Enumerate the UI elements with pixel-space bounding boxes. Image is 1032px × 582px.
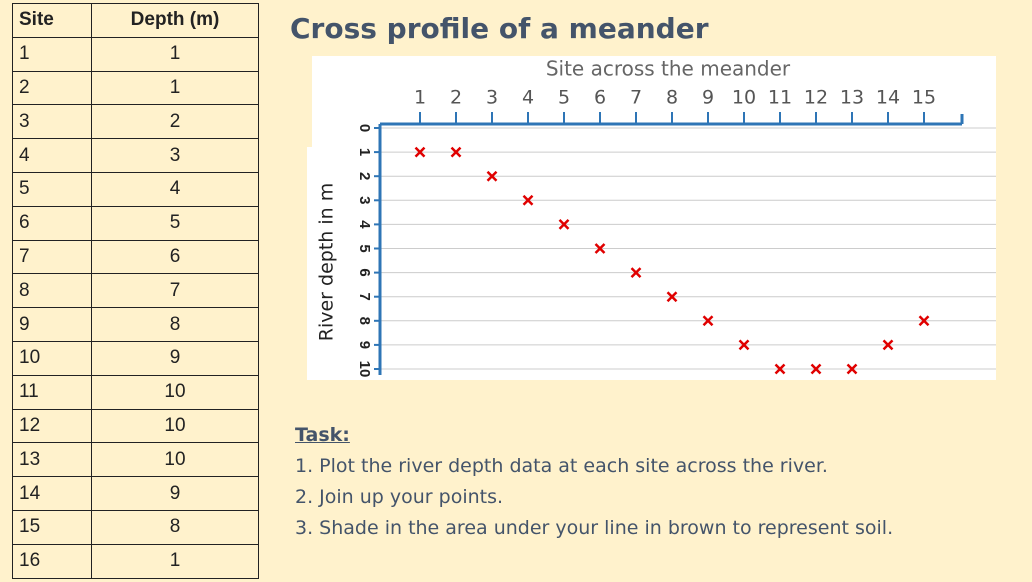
x-tick-label: 2 [450,87,462,109]
table-cell: 3 [12,104,92,140]
table-cell: 8 [91,509,259,545]
table-cell: 14 [12,476,92,511]
x-tick-label: 8 [666,87,678,109]
data-point [630,267,642,278]
data-table: Site Depth (m) 1 1 2 1 3 2 4 3 5 4 6 5 7 6 8 7 9 8 10 9 11 10 12… [12,3,259,579]
task-item: 3. Shade in the area under your line in … [295,517,894,539]
x-tick-label: 5 [558,87,570,109]
chart: Cross profile of a meander Site across t… [290,12,996,380]
x-tick-label: 12 [804,87,828,109]
chart-title: Cross profile of a meander [290,12,709,45]
data-point [486,170,498,182]
y-tick-label: 6 [356,268,373,276]
table-cell: 10 [91,442,259,478]
data-point [558,219,570,230]
table-cell: 6 [91,239,259,275]
data-point [918,315,930,327]
table-cell: 16 [12,543,92,579]
table-cell: 7 [12,239,92,275]
data-point [666,291,678,303]
x-tick-label: 14 [876,87,900,109]
data-point [810,363,822,375]
x-tick-label: 4 [522,87,534,109]
table-cell: 12 [12,408,92,444]
table-cell: 13 [12,442,92,478]
table-cell: 8 [12,273,92,309]
y-tick-label: 10 [356,361,373,378]
label-background [307,147,387,380]
table-row: 16 1 [12,543,259,579]
table-cell: 2 [91,104,259,140]
table-cell: 9 [91,476,259,511]
table-cell: 15 [12,509,92,545]
table-cell: 3 [91,138,259,173]
x-tick-label: 6 [594,87,606,109]
y-tick-label: 0 [356,124,373,132]
data-point [594,243,606,254]
data-point [450,146,462,158]
task: Task: 1. Plot the river depth data at eac… [295,420,893,544]
x-tick-label: 1 [414,87,426,109]
table-cell: 1 [91,543,259,579]
y-tick-label: 8 [356,317,373,325]
table-row: 14 9 [12,476,259,511]
table-cell: 1 [91,70,259,106]
y-tick-label: 9 [356,341,373,349]
data-point [522,194,534,206]
data-point [774,363,786,375]
x-tick-label: 3 [486,87,498,109]
table-row: 12 10 [12,408,259,444]
table-cell: 11 [12,374,92,410]
data-point [738,339,750,351]
y-tick-label: 4 [356,220,373,229]
table-cell: 10 [91,408,259,444]
header-cell: Depth (m) [91,3,259,38]
task-item: 1. Plot the river depth data at each sit… [295,455,828,477]
x-tick-label: 15 [912,87,936,109]
y-axis-label: River depth in m [316,183,338,341]
x-tick-label: 9 [702,87,714,109]
y-tick-label: 7 [356,293,373,301]
table-cell: 10 [12,340,92,376]
table-cell: 5 [12,171,92,207]
plot-background [312,56,996,380]
table-row: 11 10 [12,374,259,410]
data-point [882,339,894,351]
y-tick-label: 5 [356,244,373,252]
x-axis-label: Site across the meander [546,57,791,81]
header-cell: Site [12,3,92,38]
y-tick-label: 3 [356,196,373,204]
x-tick-label: 10 [732,87,756,109]
y-tick-label: 2 [356,172,373,180]
header-row: Site Depth (m) [12,3,259,38]
table-row: 15 8 [12,509,259,545]
x-tick-label: 13 [840,87,864,109]
data-point [414,146,426,158]
x-tick-label: 7 [630,87,642,109]
x-tick-label: 11 [768,87,792,109]
task-heading: Task: [295,424,350,446]
table-cell: 4 [91,171,259,207]
data-point [702,315,714,327]
task-item: 2. Join up your points. [295,486,504,508]
table-row: 13 10 [12,442,259,478]
y-tick-label: 1 [356,148,373,156]
data-point [846,363,858,375]
